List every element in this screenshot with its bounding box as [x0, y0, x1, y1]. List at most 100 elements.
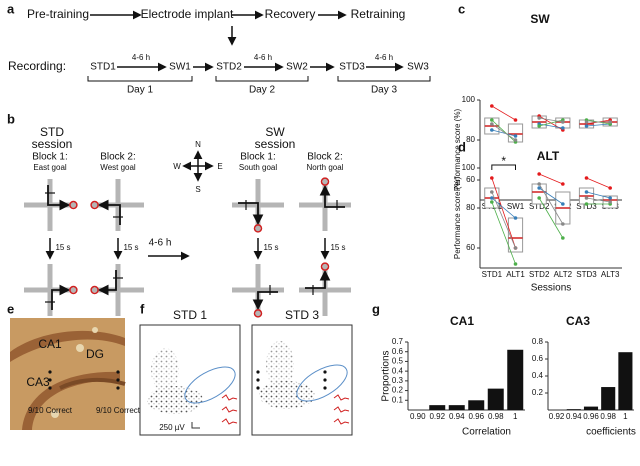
continuation-dot [256, 370, 260, 374]
trajectory [252, 291, 278, 311]
panel-label: f [140, 301, 145, 316]
significance-bracket [491, 164, 516, 170]
y-tick-label: 80 [466, 203, 475, 212]
point [561, 182, 565, 186]
panel-label: a [7, 1, 15, 16]
delay-label: 15 s [123, 243, 138, 252]
point [513, 138, 518, 142]
continuation-dot [323, 386, 327, 390]
y-tick-label: 60 [466, 243, 475, 252]
point [513, 216, 518, 220]
interval-label: 4-6 h [132, 53, 150, 62]
cluster-title: STD 3 [285, 308, 319, 322]
point [537, 196, 541, 200]
point [490, 118, 494, 122]
point [537, 116, 541, 120]
pair-line [491, 201, 516, 265]
y-tick-label: 0.4 [392, 366, 404, 375]
interval-label: 4-6 h [375, 53, 393, 62]
chart-title: CA1 [450, 314, 474, 328]
y-tick-label: 80 [466, 135, 475, 144]
point [561, 126, 565, 130]
point [561, 222, 565, 226]
compass-label: N [195, 140, 201, 149]
significance-label: * [501, 154, 506, 168]
y-tick-label: 0.7 [392, 337, 404, 346]
trajectory [305, 269, 331, 289]
pair-line [586, 197, 611, 203]
x-tick-label: 0.96 [468, 412, 484, 421]
point [584, 176, 589, 180]
compass-label: E [217, 162, 222, 171]
x-tick-label: 0.90 [410, 412, 426, 421]
bar [583, 406, 599, 410]
panel-label: e [7, 301, 14, 316]
pair-line [538, 183, 564, 225]
x-axis-label: coefficients [586, 427, 636, 438]
y-tick-label: 0.2 [392, 386, 404, 395]
trajectory [319, 184, 345, 208]
histology-image [10, 318, 126, 430]
pair-line [491, 105, 516, 121]
goal-marker [90, 200, 99, 210]
interval-label: 4-6 h [254, 53, 272, 62]
x-tick-label: 0.98 [600, 412, 616, 421]
delay-label: 15 s [263, 243, 278, 252]
block-label: Block 2: [100, 152, 136, 163]
session-label: SW1 [169, 62, 191, 73]
pair-line [586, 177, 611, 189]
trajectory [47, 185, 71, 211]
x-tick-label: 0.94 [449, 412, 465, 421]
continuation-dot [48, 370, 52, 374]
session-label: STD2 [216, 62, 242, 73]
point [537, 182, 541, 186]
pair-line [586, 123, 611, 127]
maze-arm [24, 264, 76, 316]
panel-label: b [7, 111, 15, 126]
point [490, 200, 494, 204]
x-tick-label: 0.96 [583, 412, 599, 421]
compass-label: S [195, 185, 200, 194]
point [608, 186, 612, 190]
block-label: Block 2: [307, 152, 343, 163]
point [490, 190, 494, 194]
outcome-label: 9/10 Correct [28, 406, 73, 415]
maze-arm [232, 264, 284, 316]
session-title: session [32, 137, 73, 151]
cluster-plots [139, 324, 353, 436]
outcome-label: 9/10 Correct [96, 406, 141, 415]
point [608, 196, 612, 200]
x-tick-label: ALT3 [601, 270, 620, 279]
maze-arm [92, 264, 144, 316]
day-label: Day 2 [249, 85, 276, 96]
continuation-dot [256, 378, 260, 382]
bar [601, 387, 616, 410]
point [513, 246, 518, 250]
pair-line [491, 119, 516, 143]
continuation-dot [323, 378, 327, 382]
chart-title: SW [530, 12, 550, 26]
pair-line [538, 197, 564, 239]
goal-label: West goal [100, 163, 136, 172]
y-axis-label: Performance score (%) [453, 177, 462, 260]
y-tick-label: 0.2 [532, 388, 544, 397]
goal-marker [69, 285, 78, 295]
continuation-dot [116, 370, 120, 374]
trajectory [97, 199, 121, 225]
goal-marker [90, 285, 99, 295]
bar [566, 409, 581, 410]
session-title: session [255, 137, 296, 151]
step-label: Pre-training [27, 7, 89, 21]
x-tick-label: STD2 [529, 202, 550, 211]
point [490, 196, 494, 200]
y-tick-label: 0.6 [532, 354, 544, 363]
continuation-dot [48, 386, 52, 390]
timeline-arrows [87, 10, 431, 82]
bar [618, 352, 633, 410]
continuation-dot [323, 370, 327, 374]
session-label: STD1 [90, 62, 116, 73]
panel-label: d [458, 139, 466, 154]
trajectory [97, 270, 117, 296]
point [537, 186, 541, 190]
